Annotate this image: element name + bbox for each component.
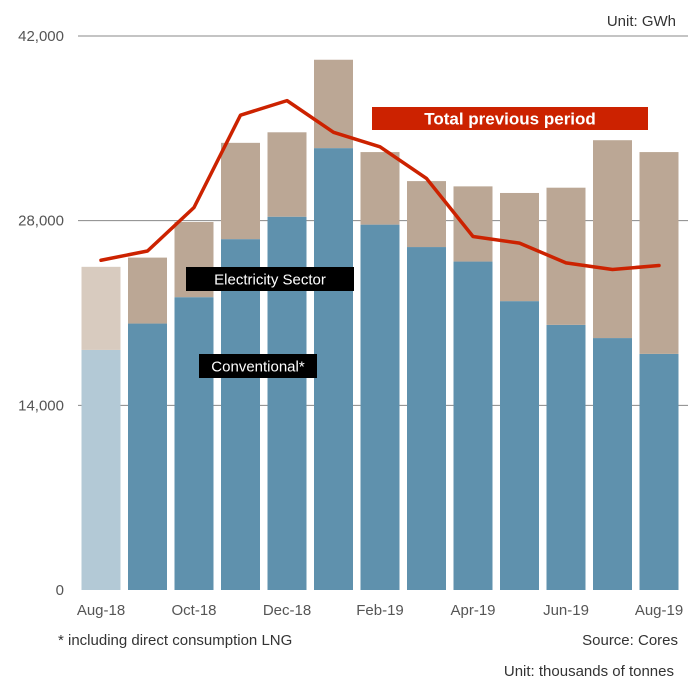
bar-electricity-Feb-19 <box>360 152 400 225</box>
x-axis: Aug-18 Oct-18 Dec-18 Feb-19 Apr-19 Jun-19 Aug-… <box>77 602 683 619</box>
footnote: * including direct consumption LNG <box>58 632 293 649</box>
bar-conventional-Jan-19 <box>314 148 353 590</box>
bar-conventional-Nov-18 <box>221 239 260 590</box>
bar-electricity-Jul-19 <box>593 140 632 339</box>
y-tick-label: 14,000 <box>18 397 64 414</box>
bar-electricity-Mar-19 <box>407 181 446 248</box>
y-axis: 0 14,000 28,000 42,000 <box>18 28 64 599</box>
unit-bottom: Unit: thousands of tonnes <box>503 663 674 680</box>
bar-conventional-Aug-18 <box>81 349 121 590</box>
bar-conventional-Apr-19 <box>453 261 493 590</box>
y-tick-label: 0 <box>56 582 64 599</box>
x-tick-label: Apr-19 <box>450 602 495 619</box>
y-tick-label: 28,000 <box>18 213 64 230</box>
bar-conventional-Mar-19 <box>407 247 446 591</box>
svg-text:Total previous period: Total previous period <box>424 110 596 129</box>
bar-conventional-Feb-19 <box>360 224 400 590</box>
x-tick-label: Aug-19 <box>635 602 683 619</box>
svg-text:Electricity Sector: Electricity Sector <box>214 271 326 288</box>
bar-electricity-Nov-18 <box>221 142 260 240</box>
bar-conventional-Jun-19 <box>546 324 586 590</box>
x-tick-label: Oct-18 <box>171 602 216 619</box>
source-note: Source: Cores <box>582 632 678 649</box>
consumption-chart: 0 14,000 28,000 42,000 Aug-18 Oct-18 Dec-18 Fe… <box>18 13 688 619</box>
bar-conventional-Aug-19 <box>639 353 679 590</box>
bar-conventional-Jul-19 <box>593 338 632 590</box>
bar-electricity-Apr-19 <box>453 186 493 262</box>
total-previous-line-layer <box>99 98 661 272</box>
bars-layer <box>81 59 679 591</box>
conventional-label: Conventional* <box>199 354 317 378</box>
x-tick-label: Feb-19 <box>356 602 404 619</box>
bar-electricity-Sep-18 <box>128 257 167 324</box>
annotation-labels: Electricity Sector Conventional* Total pre… <box>186 107 648 378</box>
svg-text:Conventional*: Conventional* <box>211 358 305 375</box>
total-previous-line <box>99 98 661 272</box>
bar-conventional-Sep-18 <box>128 323 167 590</box>
bar-electricity-Dec-18 <box>267 132 307 217</box>
bar-electricity-Aug-19 <box>639 152 679 354</box>
bar-conventional-Oct-18 <box>174 297 214 590</box>
y-tick-label: 42,000 <box>18 28 64 45</box>
bar-electricity-Aug-18 <box>81 266 121 350</box>
x-tick-label: Aug-18 <box>77 602 125 619</box>
x-tick-label: Jun-19 <box>543 602 589 619</box>
electricity-sector-label: Electricity Sector <box>186 267 354 291</box>
total-previous-period-label: Total previous period <box>372 107 648 130</box>
bar-conventional-May-19 <box>500 301 539 590</box>
unit-label: Unit: GWh <box>607 13 676 30</box>
x-tick-label: Dec-18 <box>263 602 311 619</box>
